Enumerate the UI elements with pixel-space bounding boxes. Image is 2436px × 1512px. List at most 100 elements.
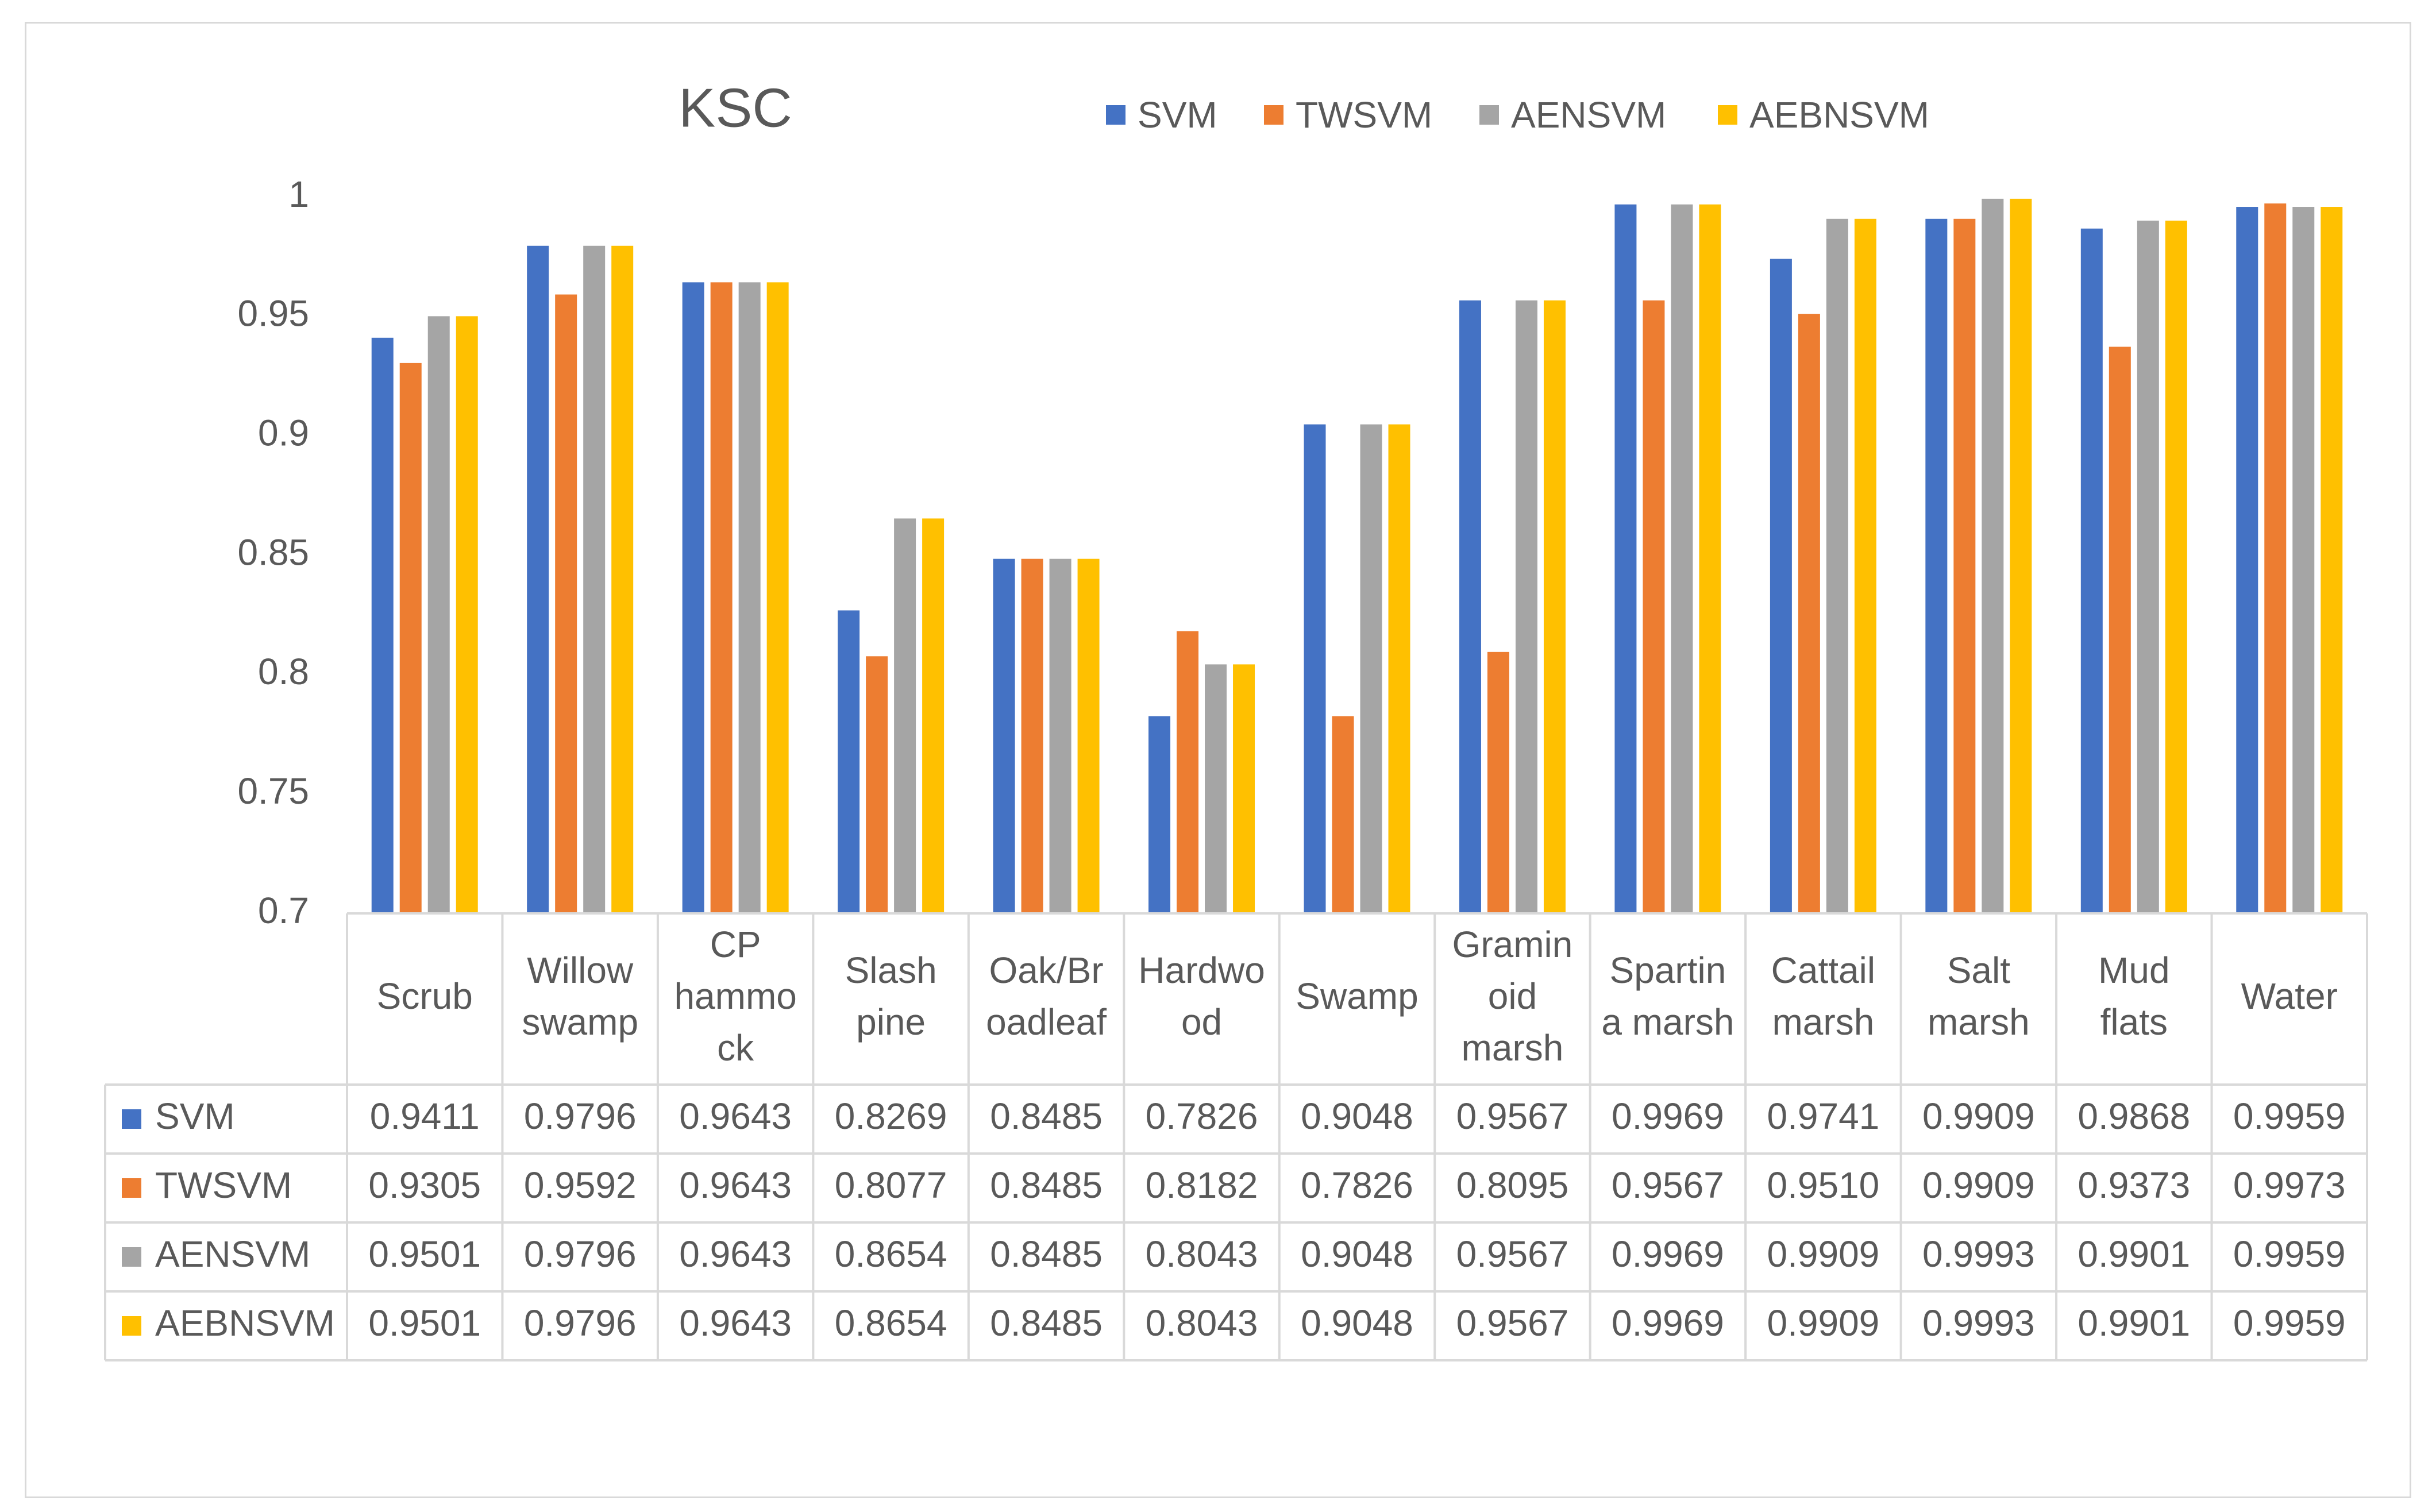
data-label: 0.9567 xyxy=(1456,1302,1569,1344)
data-label: 0.9510 xyxy=(1767,1164,1880,1206)
table-series-label: AENSVM xyxy=(155,1233,310,1275)
bar xyxy=(2080,228,2103,913)
category-label: flats xyxy=(2100,1001,2168,1043)
bar xyxy=(399,362,422,913)
category-label: Salt xyxy=(1947,950,2011,991)
y-tick-label: 0.85 xyxy=(237,531,309,573)
table-legend-key xyxy=(122,1109,141,1129)
data-label: 0.9993 xyxy=(1922,1302,2035,1344)
data-label: 0.9901 xyxy=(2077,1233,2190,1275)
bar xyxy=(1388,424,1410,913)
y-tick-label: 0.7 xyxy=(258,890,309,931)
category-label: a marsh xyxy=(1601,1001,1734,1043)
data-label: 0.9959 xyxy=(2233,1233,2346,1275)
category-label: marsh xyxy=(1928,1001,2030,1043)
data-label: 0.8485 xyxy=(990,1302,1103,1344)
data-label: 0.9959 xyxy=(2233,1096,2346,1137)
legend-label: AENSVM xyxy=(1511,94,1666,136)
data-label: 0.9901 xyxy=(2077,1302,2190,1344)
table-series-label: TWSVM xyxy=(155,1164,292,1206)
data-label: 0.9969 xyxy=(1612,1096,1724,1137)
bar xyxy=(1487,651,1509,913)
category-label: Spartin xyxy=(1610,950,1726,991)
bar xyxy=(1614,204,1637,913)
bar xyxy=(1360,424,1382,913)
category-label: CP xyxy=(710,924,761,965)
y-tick-label: 0.8 xyxy=(258,651,309,692)
bar xyxy=(993,558,1015,913)
data-label: 0.9969 xyxy=(1612,1233,1724,1275)
bar xyxy=(1021,558,1043,913)
bar xyxy=(1515,300,1537,913)
data-label: 0.8043 xyxy=(1146,1233,1258,1275)
data-label: 0.8654 xyxy=(835,1302,947,1344)
category-label: pine xyxy=(856,1001,926,1043)
legend-swatch xyxy=(1718,105,1737,125)
bar xyxy=(555,294,577,913)
bar xyxy=(2109,346,2131,913)
bar xyxy=(527,245,549,913)
data-label: 0.9741 xyxy=(1767,1096,1880,1137)
category-label: Cattail xyxy=(1771,950,1875,991)
category-label: Mud xyxy=(2098,950,2170,991)
category-label: Hardwo xyxy=(1138,950,1265,991)
data-label: 0.8095 xyxy=(1456,1164,1569,1206)
category-label: hammo xyxy=(674,975,796,1017)
y-tick-label: 0.75 xyxy=(237,770,309,812)
bar xyxy=(1459,300,1481,913)
bar xyxy=(1953,218,1976,913)
y-tick-label: 0.9 xyxy=(258,412,309,454)
chart-title: KSC xyxy=(679,77,792,138)
bar xyxy=(838,610,860,913)
table-series-label: SVM xyxy=(155,1096,235,1137)
bar xyxy=(1177,631,1199,913)
bar xyxy=(2137,221,2159,913)
data-label: 0.9909 xyxy=(1922,1096,2035,1137)
data-label: 0.9796 xyxy=(524,1096,637,1137)
data-label: 0.9305 xyxy=(368,1164,481,1206)
bar xyxy=(427,316,450,913)
data-label: 0.8485 xyxy=(990,1164,1103,1206)
data-label: 0.8485 xyxy=(990,1096,1103,1137)
legend-label: SVM xyxy=(1138,94,1217,136)
data-label: 0.8485 xyxy=(990,1233,1103,1275)
bar xyxy=(371,337,394,913)
bar xyxy=(2292,207,2315,913)
data-label: 0.9373 xyxy=(2077,1164,2190,1206)
data-label: 0.9796 xyxy=(524,1302,637,1344)
bar xyxy=(1854,218,1876,913)
data-label: 0.9993 xyxy=(1922,1233,2035,1275)
data-label: 0.9501 xyxy=(368,1233,481,1275)
category-label: marsh xyxy=(1462,1027,1564,1069)
bar xyxy=(1148,716,1171,913)
data-label: 0.9973 xyxy=(2233,1164,2346,1206)
data-label: 0.9909 xyxy=(1767,1233,1880,1275)
data-label: 0.9959 xyxy=(2233,1302,2346,1344)
bar xyxy=(894,518,916,913)
bar xyxy=(1543,300,1566,913)
category-label: oid xyxy=(1488,975,1537,1017)
bar xyxy=(583,245,606,913)
data-label: 0.9567 xyxy=(1456,1096,1569,1137)
data-label: 0.8077 xyxy=(835,1164,947,1206)
bar xyxy=(1304,424,1326,913)
bar xyxy=(1643,300,1665,913)
table-legend-key xyxy=(122,1178,141,1198)
category-label: Water xyxy=(2241,975,2338,1017)
bar xyxy=(1699,204,1721,913)
data-label: 0.9868 xyxy=(2077,1096,2190,1137)
bar xyxy=(738,282,761,913)
category-label: Oak/Br xyxy=(989,950,1103,991)
bar xyxy=(2010,198,2032,913)
category-label: Gramin xyxy=(1452,924,1573,965)
category-label: Slash xyxy=(845,950,937,991)
bar xyxy=(456,316,478,913)
data-label: 0.7826 xyxy=(1301,1164,1413,1206)
category-label: ck xyxy=(717,1027,754,1069)
table-series-label: AEBNSVM xyxy=(155,1302,335,1344)
data-label: 0.8654 xyxy=(835,1233,947,1275)
data-label: 0.9567 xyxy=(1612,1164,1724,1206)
data-label: 0.9567 xyxy=(1456,1233,1569,1275)
bar xyxy=(2236,207,2258,913)
